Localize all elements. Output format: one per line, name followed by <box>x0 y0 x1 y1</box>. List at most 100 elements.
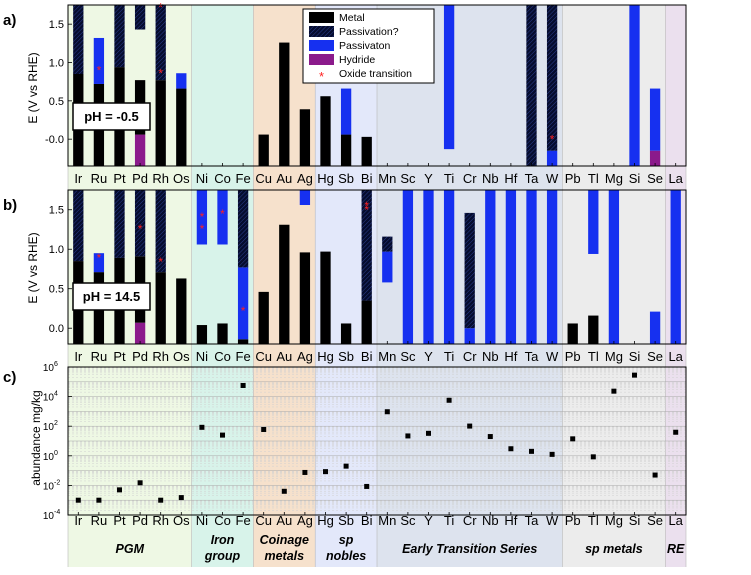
bar-metal-Hg <box>320 251 331 344</box>
element-label-Sc: Sc <box>400 171 416 186</box>
element-label-Cr: Cr <box>463 513 477 528</box>
element-label-Cu: Cu <box>255 349 272 364</box>
element-label-Ni: Ni <box>196 171 208 186</box>
oxide-marker-Bi: * <box>364 203 369 217</box>
y-tick-exponent: -2 <box>54 479 60 486</box>
element-label-Sc: Sc <box>400 513 416 528</box>
group-label-6: RE <box>667 542 685 556</box>
element-label-Ti: Ti <box>444 171 454 186</box>
element-label-Pb: Pb <box>565 171 581 186</box>
element-label-Sb: Sb <box>338 513 354 528</box>
point-Co <box>220 432 225 438</box>
point-Tl <box>590 454 596 460</box>
point-Sb <box>343 463 349 469</box>
element-label-Y: Y <box>424 513 433 528</box>
point-Nb <box>487 434 493 440</box>
bar-passivation-Co <box>217 190 228 245</box>
element-label-Ag: Ag <box>297 349 313 364</box>
panel-frames <box>67 4 687 516</box>
bar-passivation-Se <box>649 311 661 344</box>
oxide-marker-Ni: * <box>200 222 205 236</box>
element-label-Mn: Mn <box>378 171 396 186</box>
point-Si <box>632 372 637 378</box>
element-label-W: W <box>546 349 559 364</box>
element-label-Hf: Hf <box>504 171 517 186</box>
bar-passivation-Ni <box>196 190 208 245</box>
oxide-marker-W: * <box>550 132 555 146</box>
y-tick-exponent: 0 <box>54 450 58 457</box>
bar-passivation_q-W <box>546 5 558 151</box>
bar-passivation_q-Cr <box>464 212 475 329</box>
panel-b-label: b) <box>3 197 17 214</box>
element-label-Ru: Ru <box>91 171 108 186</box>
y-tick-label: 1.5 <box>49 205 64 217</box>
point-Hf <box>508 446 514 452</box>
element-label-Ti: Ti <box>444 349 454 364</box>
element-label-Pd: Pd <box>132 349 148 364</box>
group-label-4: Early Transition Series <box>402 542 537 556</box>
bar-passivation-Mn <box>382 251 393 283</box>
y-tick-label: 1.5 <box>49 19 64 31</box>
bar-metal-Au <box>279 224 290 344</box>
panel-c-ylabel: abundance mg/kg <box>29 390 43 485</box>
group-label-0: PGM <box>116 542 145 556</box>
point-Cu <box>261 426 267 432</box>
bar-passivation_q-Bi <box>361 190 372 301</box>
element-label-Ta: Ta <box>525 349 540 364</box>
bar-passivation-Si <box>629 5 640 166</box>
bar-metal-Cu <box>258 291 269 344</box>
oxide-marker-Pd: * <box>138 222 143 236</box>
oxide-marker-Co: * <box>220 207 225 221</box>
element-label-Cu: Cu <box>255 171 272 186</box>
element-label-Fe: Fe <box>236 171 251 186</box>
point-Pb <box>570 436 576 442</box>
element-label-Bi: Bi <box>361 171 373 186</box>
group-label-1: Iron group <box>204 533 241 563</box>
point-Rh <box>158 497 164 503</box>
legend-swatch-passivation-q <box>309 26 334 37</box>
bar-passivation-Tl <box>588 190 599 254</box>
point-Se <box>652 472 658 478</box>
element-label-Ti: Ti <box>444 513 454 528</box>
y-tick-exponent: -4 <box>54 509 60 516</box>
y-tick-label: 10 <box>43 363 55 374</box>
element-label-Nb: Nb <box>482 513 499 528</box>
panel-c-label: c) <box>3 369 16 386</box>
bar-passivation-Ti <box>443 5 455 150</box>
element-label-Fe: Fe <box>236 349 251 364</box>
element-label-Rh: Rh <box>152 349 169 364</box>
bar-passivation_q-Ir <box>73 190 84 262</box>
y-tick-label: 1.0 <box>49 58 64 70</box>
bar-passivation-Ag <box>299 190 311 206</box>
bar-passivation-Ta <box>526 190 537 344</box>
y-tick-exponent: 4 <box>54 391 58 398</box>
element-label-Hg: Hg <box>317 171 334 186</box>
y-tick-label: 10 <box>43 481 55 492</box>
bar-passivation-Fe <box>237 267 249 340</box>
element-label-Mg: Mg <box>605 171 623 186</box>
element-label-Hg: Hg <box>317 349 334 364</box>
bar-passivation_q-Pt <box>114 190 125 258</box>
y-tick-exponent: 6 <box>54 361 58 368</box>
group-label-2: Coinage metals <box>260 533 309 563</box>
point-Ir <box>75 497 81 503</box>
panel-frame-1 <box>67 189 687 345</box>
bar-passivation-Os <box>176 73 187 89</box>
bar-metal-Bi <box>361 300 372 344</box>
element-label-Co: Co <box>214 349 231 364</box>
point-La <box>673 429 679 435</box>
element-label-Sb: Sb <box>338 171 354 186</box>
element-label-Pd: Pd <box>132 513 148 528</box>
element-label-Si: Si <box>629 171 641 186</box>
legend-label-hydride: Hydride <box>339 54 375 66</box>
element-label-La: La <box>668 171 683 186</box>
bar-passivation-Mg <box>608 190 620 344</box>
point-Mg <box>611 388 617 394</box>
element-label-Ir: Ir <box>74 513 83 528</box>
bar-metal-Ni <box>196 325 208 344</box>
element-label-Au: Au <box>276 513 292 528</box>
y-tick-label: -0.0 <box>45 134 64 146</box>
element-label-Co: Co <box>214 513 231 528</box>
bar-passivation_q-Pd <box>134 5 146 30</box>
bar-metal-Co <box>217 323 228 344</box>
